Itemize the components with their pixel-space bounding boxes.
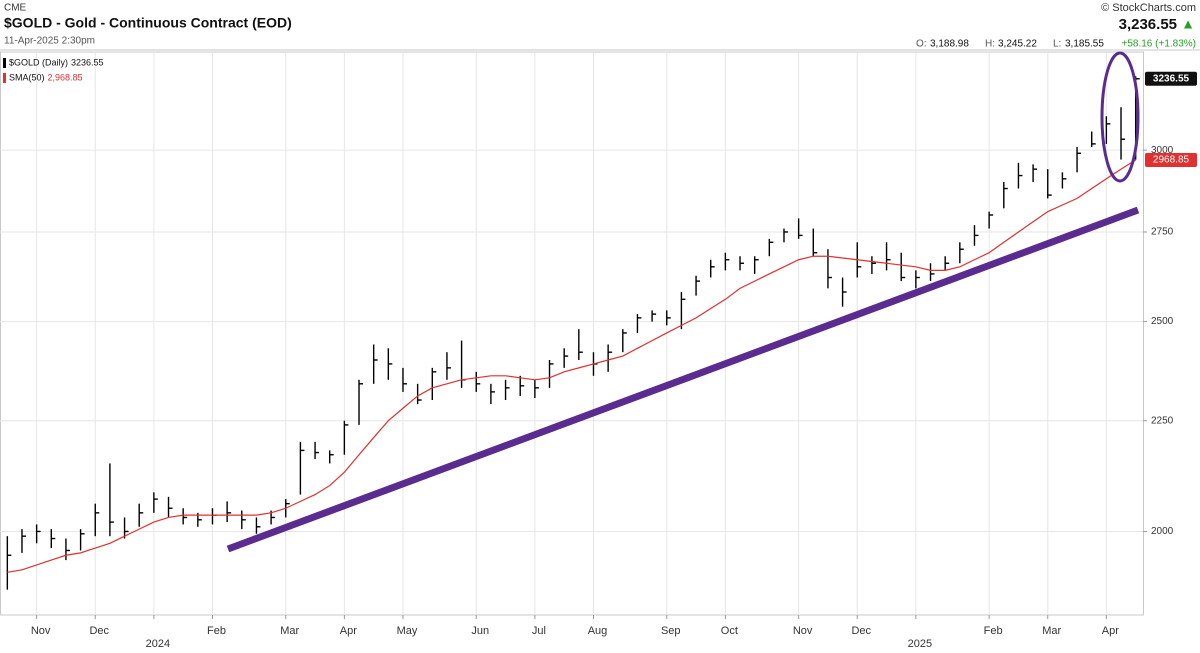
x-tick-label: Dec xyxy=(851,625,871,637)
x-tick-label: Sep xyxy=(661,625,681,637)
low-label: L: xyxy=(1053,39,1061,50)
legend-value: 2,968.85 xyxy=(48,72,83,82)
y-tick-label: 2500 xyxy=(1151,316,1174,327)
up-arrow: ▲ xyxy=(1181,16,1195,32)
x-tick-label: Aug xyxy=(588,625,608,637)
x-tick-label: Apr xyxy=(1102,625,1119,637)
x-tick-label: Nov xyxy=(793,625,813,637)
brand: © StockCharts.com xyxy=(1101,2,1196,14)
x-tick-label: Nov xyxy=(31,625,51,637)
x-tick-label: Feb xyxy=(207,625,226,637)
x-tick-label: Apr xyxy=(340,625,357,637)
chart-title: $GOLD - Gold - Continuous Contract (EOD) xyxy=(4,15,292,31)
x-tick-label: Jul xyxy=(532,625,546,637)
high-value: 3,245.22 xyxy=(998,39,1037,50)
y-tick-label: 3000 xyxy=(1151,145,1174,156)
x-tick-label: Jun xyxy=(471,625,489,637)
price-badge xyxy=(1145,71,1197,86)
open-value: 3,188.98 xyxy=(930,39,969,50)
price-badge-label: 3236.55 xyxy=(1153,73,1190,84)
sma-line xyxy=(7,159,1136,573)
price-badge xyxy=(1145,152,1197,167)
open-label: O: xyxy=(916,39,927,50)
exchange: CME xyxy=(4,3,27,14)
x-tick-label: 2025 xyxy=(908,638,932,650)
legend-swatch xyxy=(3,58,6,68)
x-tick-label: Feb xyxy=(984,625,1003,637)
trend-line xyxy=(226,206,1140,553)
last-price: 3,236.55 xyxy=(1119,16,1177,33)
y-tick-label: 2250 xyxy=(1151,415,1174,426)
high-label: H: xyxy=(985,39,995,50)
x-tick-label: Mar xyxy=(1042,625,1061,637)
x-tick-label: 2024 xyxy=(146,638,170,650)
x-tick-label: May xyxy=(397,625,418,637)
legend-value: 3236.55 xyxy=(71,57,104,67)
x-tick-label: Dec xyxy=(89,625,109,637)
timestamp: 11-Apr-2025 2:30pm xyxy=(4,36,95,47)
y-tick-label: 2750 xyxy=(1151,227,1174,238)
x-tick-label: Oct xyxy=(721,625,738,637)
price-badge-label: 2968.85 xyxy=(1153,155,1190,166)
low-value: 3,185.55 xyxy=(1065,39,1104,50)
y-tick-label: 2000 xyxy=(1151,526,1174,537)
legend-swatch xyxy=(3,73,6,83)
change: +58.16 (+1.83%) xyxy=(1122,39,1197,50)
legend-name: $GOLD (Daily) xyxy=(9,57,68,67)
plot-frame xyxy=(0,51,1144,616)
highlight-ellipse xyxy=(1100,51,1140,183)
x-tick-label: Mar xyxy=(280,625,299,637)
legend-name: SMA(50) xyxy=(9,72,45,82)
